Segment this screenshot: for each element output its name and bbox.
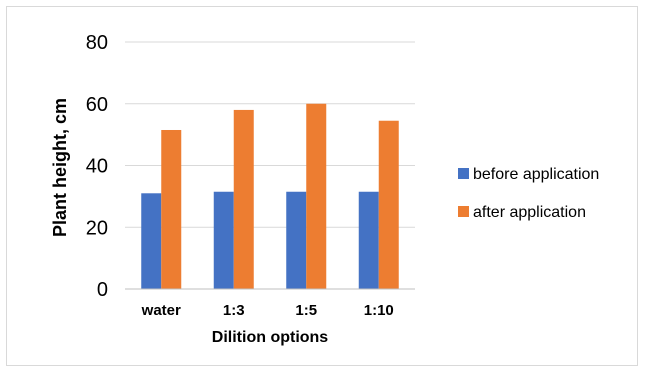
bar-after-3	[378, 120, 399, 289]
x-axis-ticks: water 1:3 1:5 1:10	[141, 302, 394, 319]
legend-swatch-after	[458, 206, 469, 217]
y-tick-label: 20	[86, 217, 108, 239]
x-tick-label: 1:3	[223, 302, 245, 319]
bar-after-2	[306, 103, 327, 289]
legend-label-after: after application	[473, 204, 586, 221]
bar-before-3	[358, 191, 379, 289]
x-tick-label: 1:5	[295, 302, 317, 319]
legend: before application after application	[458, 166, 599, 221]
y-tick-label: 40	[86, 156, 108, 178]
bars	[141, 103, 399, 289]
y-axis-title: Plant height, cm	[50, 98, 70, 237]
y-axis-ticks: 0 20 40 60 80	[86, 32, 108, 301]
legend-swatch-before	[458, 168, 469, 179]
bar-after-0	[161, 129, 182, 289]
x-axis-title: Dilition options	[212, 329, 329, 346]
y-tick-label: 80	[86, 32, 108, 54]
x-tick-label: 1:10	[364, 302, 394, 319]
bar-after-1	[233, 109, 254, 289]
bar-before-0	[141, 193, 162, 289]
bar-before-2	[286, 191, 307, 289]
bar-before-1	[213, 191, 234, 289]
y-tick-label: 0	[97, 279, 108, 301]
y-tick-label: 60	[86, 94, 108, 116]
x-tick-label: water	[141, 302, 181, 319]
legend-label-before: before application	[473, 166, 599, 183]
